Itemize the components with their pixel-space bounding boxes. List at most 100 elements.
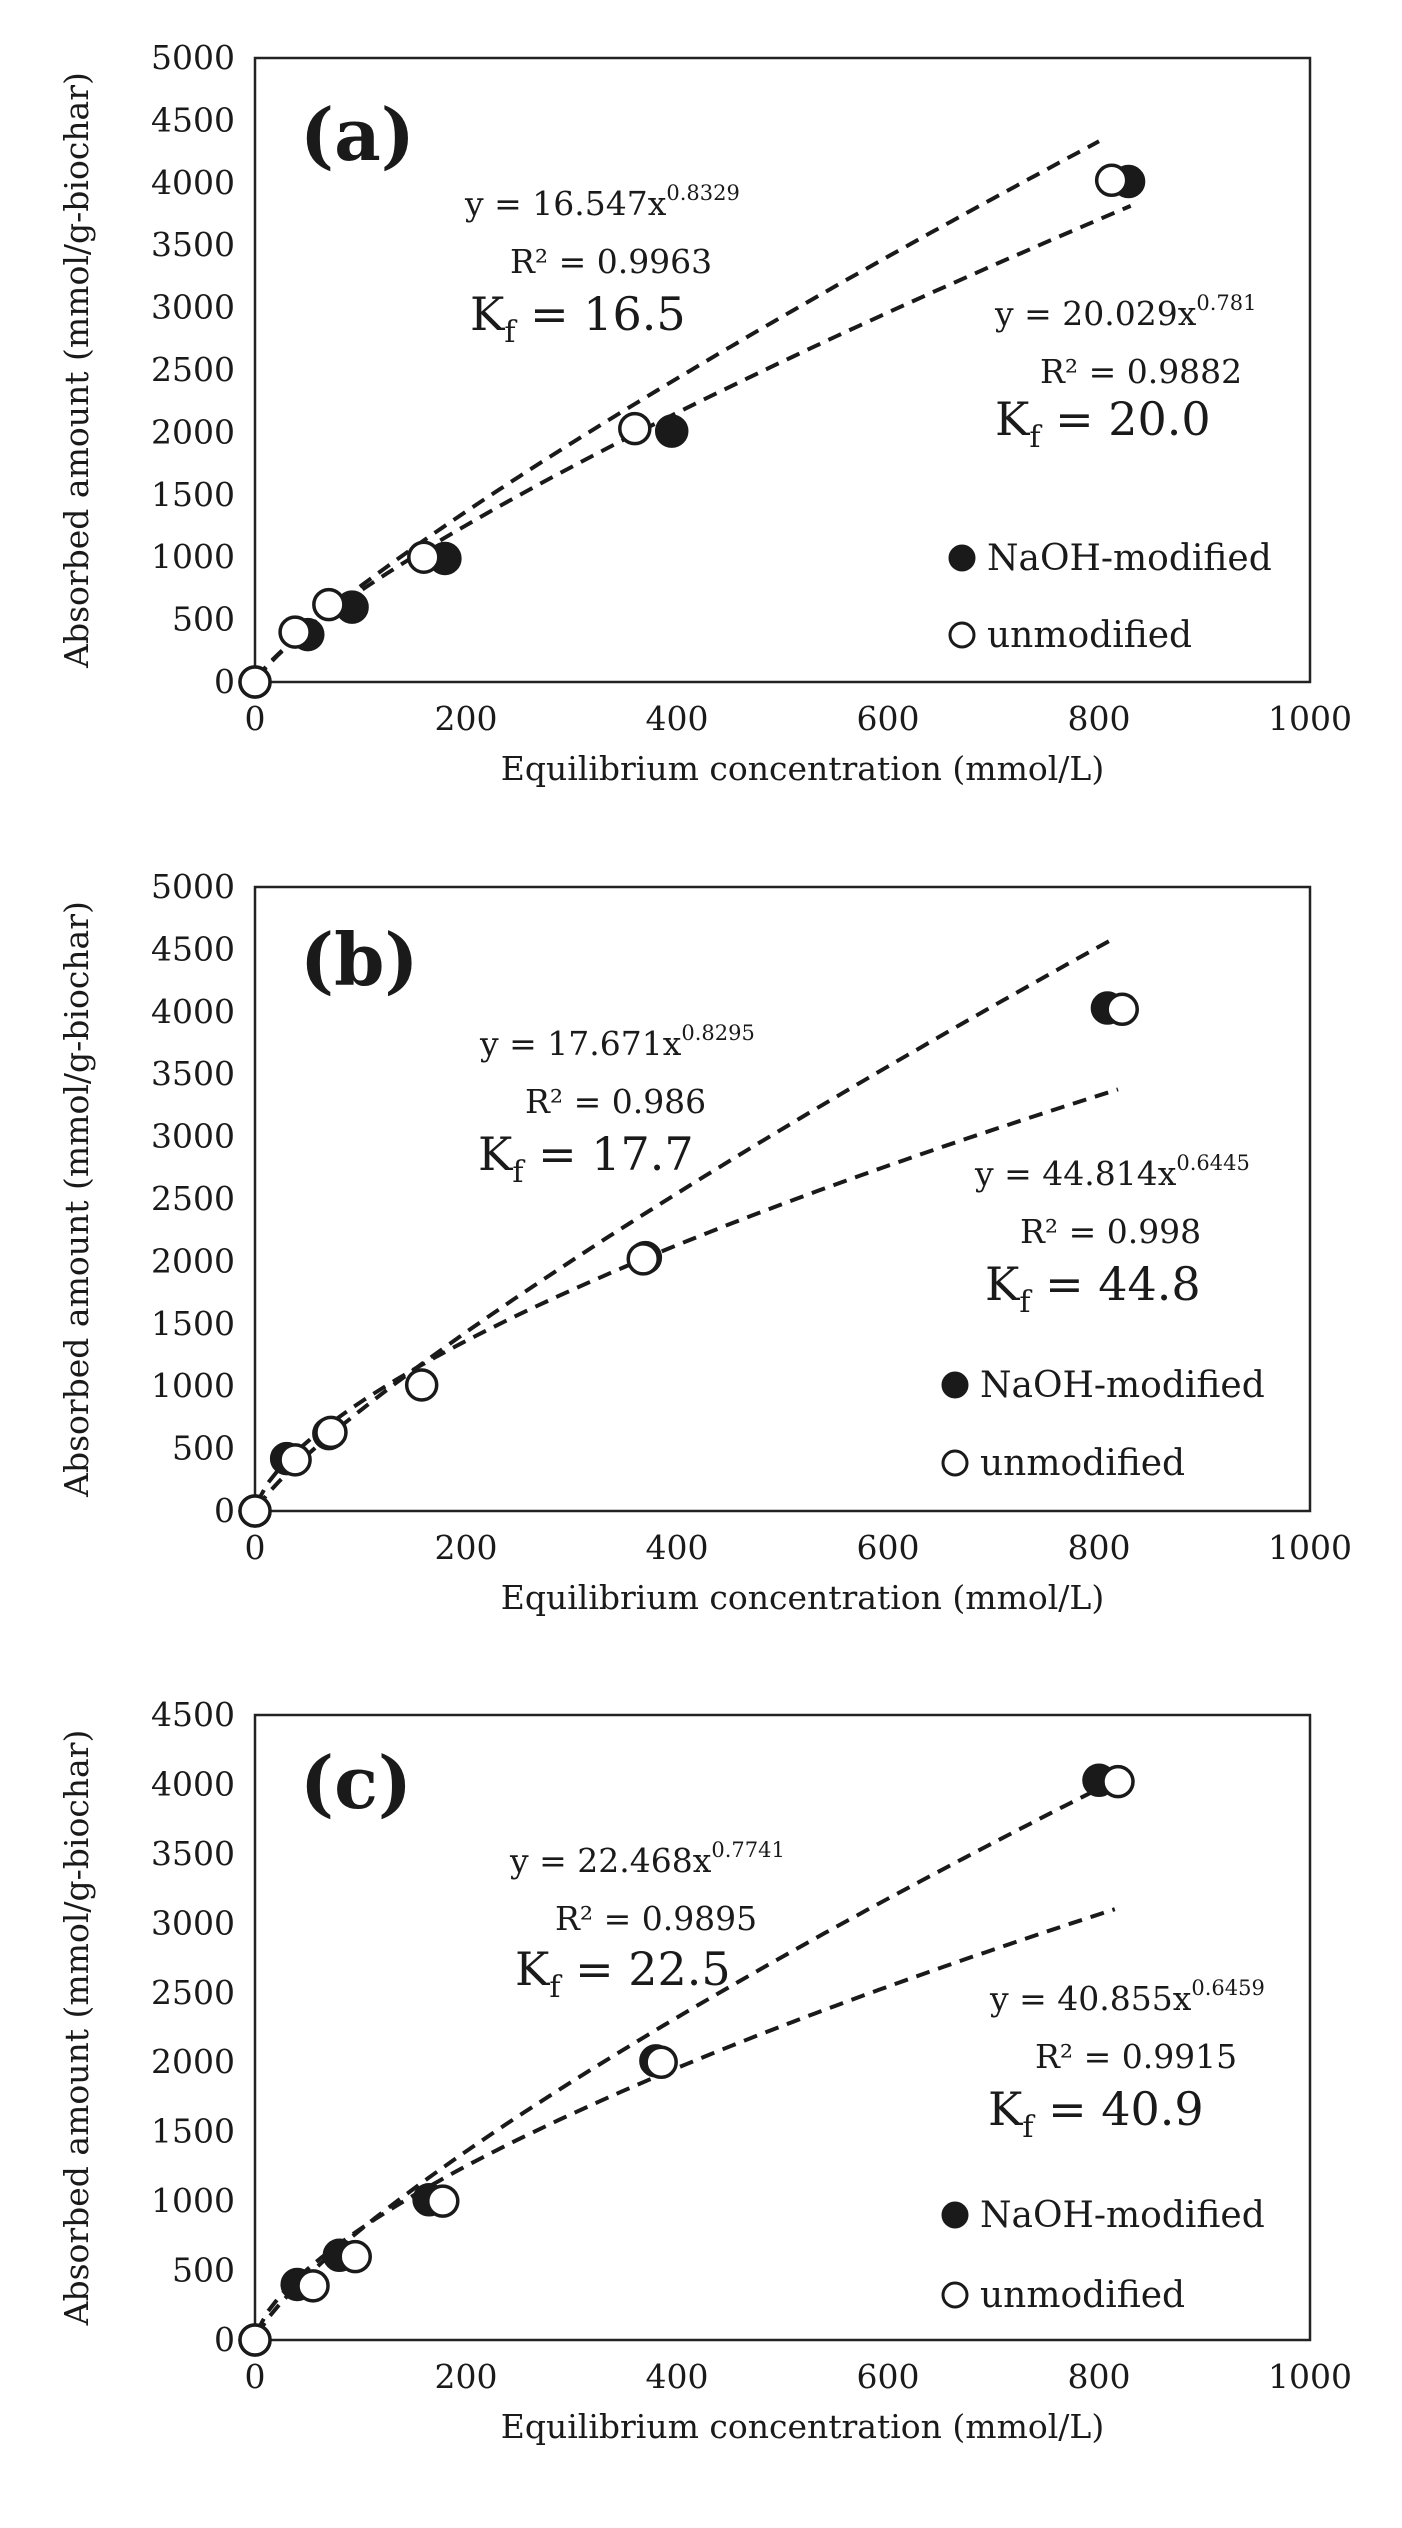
fit-curve-1 (255, 939, 1111, 1509)
x-tick-label: 0 (245, 699, 266, 738)
x-tick-label: 800 (1068, 2357, 1131, 2396)
y-axis-title: Absorbed amount (mmol/g-biochar) (57, 72, 96, 669)
point-unmodified (238, 2323, 272, 2357)
fit-r-squared-2: R² = 0.9882 (1040, 352, 1242, 391)
panel-label: (a) (300, 92, 415, 177)
y-tick-label: 1000 (151, 2181, 235, 2220)
legend-marker-unmodified (941, 2281, 969, 2309)
x-tick-label: 400 (646, 699, 709, 738)
y-tick-label: 3000 (151, 288, 235, 327)
chart-panel-3: 0 500 1000 1500 2000 2500 3000 3500 4000 4500 0 200… (57, 1695, 1352, 2446)
point-unmodified (238, 1494, 272, 1528)
point-unmodified (1094, 163, 1129, 198)
y-tick-label: 3000 (151, 1903, 235, 1942)
kf-label-2: Kf = 40.9 (988, 2082, 1204, 2145)
kf-label-1: Kf = 22.5 (515, 1942, 731, 2005)
y-tick-label: 1000 (151, 537, 235, 576)
point-unmodified (238, 665, 272, 699)
y-tick-label: 2000 (151, 1241, 235, 1280)
fit-r-squared-1: R² = 0.986 (525, 1082, 706, 1121)
x-tick-label: 600 (857, 1528, 920, 1567)
y-tick-label: 0 (214, 662, 235, 701)
fit-equation-1: y = 22.468x0.7741 (509, 1838, 785, 1880)
plot-frame (253, 1713, 1312, 2342)
fit-equation-2: y = 44.814x0.6445 (974, 1151, 1250, 1193)
y-tick-label: 3000 (151, 1117, 235, 1156)
point-unmodified (278, 615, 312, 649)
y-tick-label: 4000 (151, 1764, 235, 1803)
kf-label-1: Kf = 16.5 (470, 287, 686, 350)
legend-marker-unmodified (941, 1449, 969, 1477)
legend-label-unmodified: unmodified (987, 615, 1192, 656)
x-tick-label: 200 (435, 2357, 498, 2396)
plot-frame (253, 885, 1312, 1513)
y-tick-label: 2000 (151, 412, 235, 451)
x-tick-label: 600 (857, 2357, 920, 2396)
fit-r-squared-2: R² = 0.9915 (1035, 2037, 1237, 2076)
y-axis-title: Absorbed amount (mmol/g-biochar) (57, 1730, 96, 2327)
fit-curve-2 (255, 1087, 1119, 1504)
fit-equation-2: y = 40.855x0.6459 (989, 1976, 1265, 2018)
legend: NaOH-modified unmodified (948, 538, 1272, 656)
y-tick-label: 1000 (151, 1366, 235, 1405)
legend: NaOH-modified unmodified (941, 2195, 1265, 2316)
x-axis-title: Equilibrium concentration (mmol/L) (501, 2407, 1104, 2446)
fit-equation-2: y = 20.029x0.781 (994, 291, 1256, 333)
y-tick-label: 500 (172, 2251, 235, 2290)
plot-frame (253, 56, 1312, 684)
x-tick-label: 800 (1068, 1528, 1131, 1567)
y-tick-label: 4000 (151, 163, 235, 202)
x-tick-label: 0 (245, 2357, 266, 2396)
kf-label-2: Kf = 44.8 (985, 1257, 1201, 1320)
fit-curve-2 (255, 204, 1132, 679)
y-tick-label: 2500 (151, 1973, 235, 2012)
y-tick-label: 5000 (151, 38, 235, 77)
y-tick-label: 4500 (151, 100, 235, 139)
x-axis-title: Equilibrium concentration (mmol/L) (501, 1578, 1104, 1617)
y-axis-title: Absorbed amount (mmol/g-biochar) (57, 901, 96, 1498)
point-unmodified (338, 2239, 372, 2274)
y-tick-label: 3500 (151, 1834, 235, 1873)
y-tick-label: 1500 (151, 1304, 235, 1343)
fit-curve-2 (255, 1907, 1116, 2333)
chart-panel-2: 0500100015002000250030003500400045005000… (57, 867, 1352, 1617)
point-unmodified (278, 1443, 312, 1477)
legend-label-unmodified: unmodified (980, 2275, 1185, 2316)
chart-panel-1: 0500100015002000250030003500400045005000… (57, 38, 1352, 788)
y-tick-label: 500 (172, 600, 235, 639)
fit-equation-1: y = 17.671x0.8295 (479, 1021, 755, 1063)
y-tick-label: 0 (214, 2320, 235, 2359)
kf-label-1: Kf = 17.7 (478, 1127, 694, 1190)
y-tick-label: 1500 (151, 475, 235, 514)
legend-label-unmodified: unmodified (980, 1443, 1185, 1484)
y-tick-label: 4500 (151, 1695, 235, 1734)
fit-r-squared-1: R² = 0.9963 (510, 242, 712, 281)
y-tick-label: 0 (214, 1491, 235, 1530)
point-unmodified (1105, 992, 1139, 1027)
panel-label: (c) (300, 1740, 412, 1825)
fit-r-squared-2: R² = 0.998 (1020, 1212, 1201, 1251)
point-unmodified (407, 540, 441, 574)
legend-marker-naoh-modified (948, 544, 976, 572)
point-unmodified (404, 1368, 439, 1402)
x-tick-label: 800 (1068, 699, 1131, 738)
point-unmodified (426, 2184, 460, 2218)
y-tick-label: 2500 (151, 1179, 235, 1218)
y-tick-label: 4000 (151, 992, 235, 1031)
y-tick-label: 3500 (151, 1054, 235, 1093)
x-tick-label: 0 (245, 1528, 266, 1567)
fit-curve-1 (255, 1778, 1116, 2336)
x-axis-title: Equilibrium concentration (mmol/L) (501, 749, 1104, 788)
legend-label-naoh-modified: NaOH-modified (980, 2195, 1265, 2236)
x-tick-label: 1000 (1268, 699, 1352, 738)
legend: NaOH-modified unmodified (941, 1365, 1265, 1484)
x-tick-label: 600 (857, 699, 920, 738)
panel-label: (b) (300, 917, 418, 1002)
y-tick-label: 1500 (151, 2112, 235, 2151)
point-unmodified (644, 2045, 678, 2079)
kf-label-2: Kf = 20.0 (995, 392, 1211, 455)
x-tick-label: 200 (435, 699, 498, 738)
y-tick-label: 2000 (151, 2042, 235, 2081)
point-unmodified (626, 1242, 660, 1276)
